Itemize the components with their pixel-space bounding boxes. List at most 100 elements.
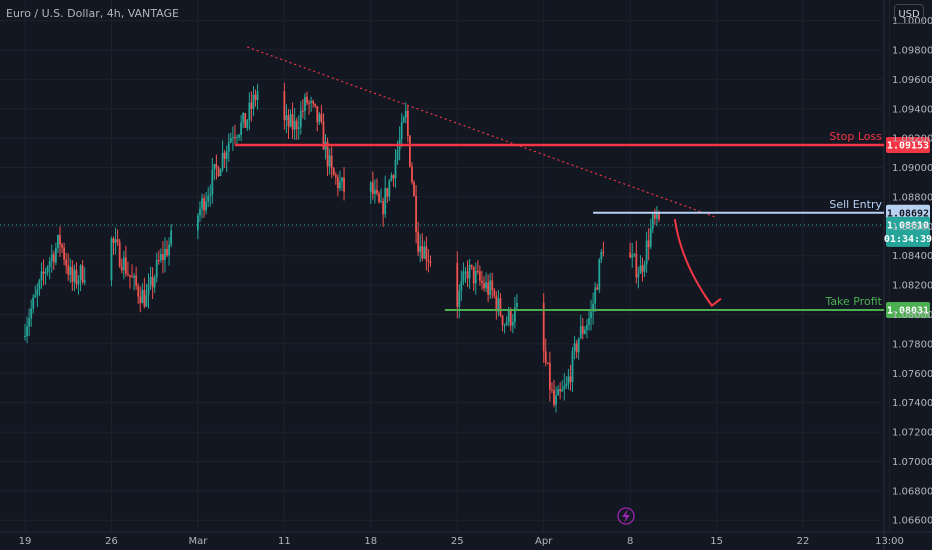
- candle-body: [468, 264, 471, 279]
- candle-body: [116, 239, 119, 243]
- candle-body: [629, 252, 632, 258]
- candle-body: [77, 280, 80, 285]
- candle-body: [429, 261, 432, 263]
- candle-body: [46, 267, 49, 273]
- candle-body: [81, 265, 84, 283]
- candle-body: [316, 106, 319, 123]
- candle-body: [283, 91, 286, 121]
- candle-body: [293, 120, 296, 130]
- candle-body: [376, 189, 378, 194]
- candle-body: [145, 295, 148, 307]
- candle-body: [592, 303, 594, 312]
- candle-body: [602, 251, 605, 253]
- candle-body: [131, 276, 133, 278]
- candle-body: [147, 284, 150, 296]
- candle-body: [548, 363, 551, 390]
- candle-body: [421, 246, 424, 259]
- candle-body: [565, 383, 568, 387]
- candle-body: [481, 280, 483, 283]
- price-axis[interactable]: 1.10000 1.09800 1.09600 1.09400 1.09200 1.090…: [892, 16, 932, 527]
- y-tick-label: 1.06800: [892, 486, 932, 497]
- candle-body: [215, 164, 218, 168]
- y-tick-label: 1.08400: [892, 251, 932, 262]
- stop-loss-price: 1.09153: [887, 141, 929, 152]
- candle-body: [326, 141, 329, 167]
- candle-body: [120, 266, 123, 271]
- candle-body: [503, 324, 506, 326]
- stop-loss-tag: [886, 137, 930, 154]
- candle-body: [48, 261, 51, 268]
- candle-body: [246, 120, 249, 128]
- trendline[interactable]: [247, 46, 717, 219]
- candle-body: [637, 273, 640, 278]
- candle-body: [34, 294, 37, 298]
- lightning-icon[interactable]: [617, 507, 635, 525]
- candle-body: [336, 177, 339, 189]
- candle-body: [38, 280, 41, 290]
- candle-body: [199, 208, 201, 216]
- y-tick-label: 1.07800: [892, 339, 932, 350]
- candle-body: [569, 376, 572, 383]
- candle-body: [287, 115, 290, 127]
- candle-body: [493, 290, 496, 296]
- sell-entry-tag: [886, 204, 930, 221]
- candle-body: [137, 286, 140, 297]
- candle-body: [555, 395, 557, 405]
- candle-body: [203, 198, 205, 211]
- candle-body: [238, 134, 240, 138]
- candle-body: [213, 164, 216, 171]
- candle-body: [122, 257, 125, 271]
- candle-body: [653, 214, 656, 219]
- candle-body: [153, 277, 156, 288]
- candle-body: [211, 170, 214, 195]
- candle-body: [291, 114, 294, 130]
- candle-body: [474, 270, 477, 284]
- y-tick-label: 1.08800: [892, 192, 932, 203]
- candle-body: [588, 318, 590, 325]
- candle-body: [254, 94, 257, 101]
- candle-body: [487, 282, 490, 295]
- x-tick-label: 18: [364, 536, 377, 547]
- candle-body: [289, 114, 292, 127]
- y-tick-label: 1.09600: [892, 75, 932, 86]
- candle-body: [495, 295, 498, 312]
- candle-body: [197, 215, 199, 231]
- candle-body: [295, 120, 298, 130]
- candle-body: [314, 103, 317, 107]
- y-tick-label: 1.09800: [892, 45, 932, 56]
- candle-body: [513, 307, 516, 323]
- candle-body: [542, 302, 545, 352]
- candle-body: [159, 254, 162, 261]
- candle-body: [44, 272, 47, 274]
- x-tick-label: 15: [710, 536, 723, 547]
- candle-body: [478, 271, 481, 281]
- time-axis[interactable]: 19 26 Mar 11 18 25 Apr 8 15 22 13:00: [19, 536, 904, 547]
- candle-body: [50, 254, 53, 262]
- candle-body: [118, 242, 121, 267]
- x-tick-label: 8: [627, 536, 633, 547]
- candle-body: [65, 259, 68, 266]
- candle-body: [501, 315, 504, 326]
- y-tick-label: 1.09000: [892, 163, 932, 174]
- candle-body: [225, 151, 228, 160]
- candle-body: [483, 282, 485, 289]
- currency-button[interactable]: USD: [894, 4, 924, 24]
- candle-body: [341, 177, 343, 182]
- candle-body: [332, 168, 335, 176]
- candle-body: [544, 351, 547, 363]
- candle-body: [404, 110, 407, 118]
- candle-body: [308, 102, 310, 104]
- candle-body: [242, 113, 245, 123]
- candle-body: [30, 308, 33, 319]
- bar-countdown: 01:34:39: [884, 234, 932, 245]
- candle-body: [374, 189, 376, 194]
- y-tick-label: 1.07600: [892, 369, 932, 380]
- candle-body: [462, 271, 465, 282]
- candle-body: [139, 296, 142, 303]
- candle-body: [557, 389, 560, 396]
- x-tick-label: 13:00: [875, 536, 904, 547]
- y-tick-label: 1.08200: [892, 281, 932, 292]
- candle-body: [472, 266, 475, 284]
